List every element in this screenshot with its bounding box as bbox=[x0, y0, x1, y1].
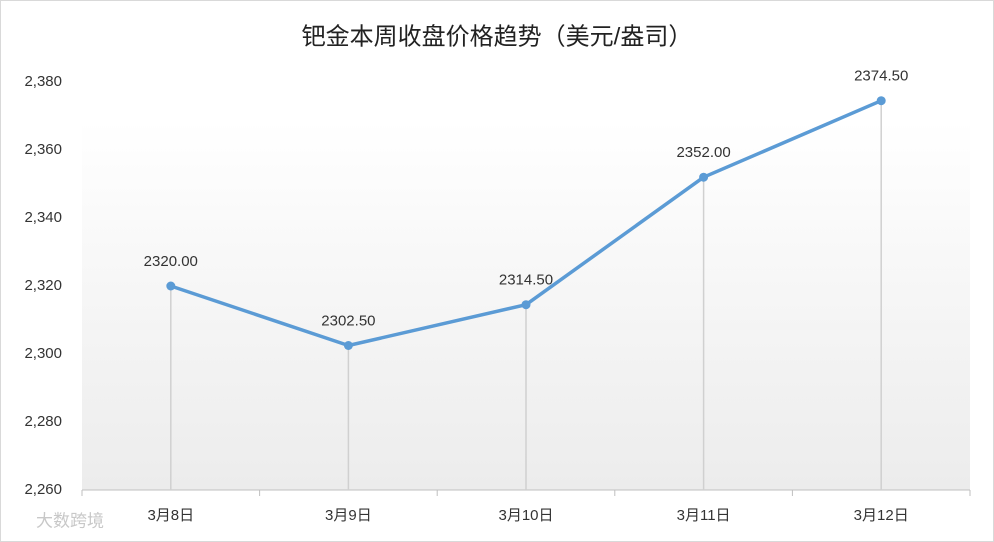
point bbox=[521, 300, 531, 310]
y-tick-label: 2,320 bbox=[24, 277, 62, 294]
y-tick-label: 2,380 bbox=[24, 73, 62, 90]
chart-title: 钯金本周收盘价格趋势（美元/盎司） bbox=[302, 23, 693, 50]
y-tick-label: 2,280 bbox=[24, 413, 62, 430]
point bbox=[343, 341, 353, 350]
y-tick-label: 2,260 bbox=[24, 481, 62, 498]
data-label: 2352.00 bbox=[676, 144, 730, 161]
point bbox=[699, 172, 709, 182]
x-tick-label: 3月9日 bbox=[325, 507, 372, 524]
data-label: 2314.50 bbox=[499, 272, 553, 289]
y-tick-label: 2,340 bbox=[24, 209, 62, 226]
x-tick-label: 3月11日 bbox=[677, 507, 731, 524]
watermark: 大数跨境 bbox=[36, 511, 104, 530]
x-tick-label: 3月8日 bbox=[147, 507, 194, 524]
data-label: 2374.50 bbox=[854, 68, 908, 85]
x-tick-label: 3月10日 bbox=[498, 507, 553, 524]
point bbox=[166, 281, 176, 291]
data-label: 2320.00 bbox=[144, 253, 198, 270]
y-tick-label: 2,360 bbox=[24, 141, 62, 158]
x-tick-label: 3月12日 bbox=[854, 507, 909, 524]
point bbox=[876, 96, 886, 106]
y-tick-label: 2,300 bbox=[24, 345, 62, 362]
data-label: 2302.50 bbox=[321, 312, 375, 329]
